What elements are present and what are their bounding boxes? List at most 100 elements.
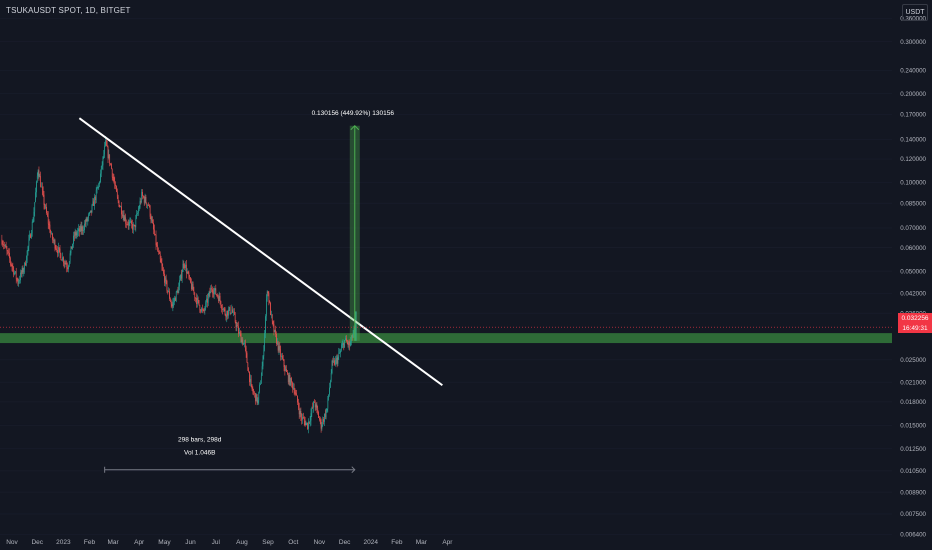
candle-body [100,173,101,183]
price-tick-label: 0.008900 [900,489,926,496]
candle-body [276,333,277,344]
candle-body [25,262,26,266]
time-tick-label: Sep [262,539,274,546]
candle-body [141,191,143,202]
candle-body [85,218,87,224]
candle-body [337,356,339,364]
candle-body [41,186,43,191]
price-axis: 0.360000 0.300000 0.240000 0.200000 0.170000… [900,16,926,539]
candle-body [196,298,197,305]
measure-vertical-label: 0.130156 (449.92%) 130156 [312,110,395,117]
candle-body [117,196,119,201]
candle-body [303,417,304,419]
candle-body [219,295,221,302]
candle-body [63,262,65,264]
candle-body [165,277,167,281]
candle-body [327,398,329,409]
candle-body [207,295,209,303]
candle-body [251,384,253,390]
candle-body [55,248,57,250]
candle-body [49,224,51,233]
candle-body [212,292,214,295]
candle-body [103,154,105,157]
candle-body [210,288,212,294]
price-tick-label: 0.015000 [900,422,926,429]
candle-body [131,221,132,224]
candle-body [38,170,40,178]
candle-body [199,305,201,311]
measure-horizontal-ends [104,466,356,474]
candle-body [255,394,257,402]
price-tick-label: 0.050000 [900,268,926,275]
candle-body [308,421,310,423]
candle-body [115,184,116,187]
candle-body [116,191,118,197]
candle-body [170,301,172,305]
candle-body [339,352,340,354]
candle-body [100,165,102,174]
candle-body [200,310,202,312]
candle-body [42,190,44,195]
candle-body [265,316,266,334]
candle-body [291,378,292,383]
candle-body [271,314,272,316]
candle-body [280,348,282,357]
candle-body [27,246,29,251]
candle-body [212,289,213,293]
candle-body [151,219,153,221]
candle-body [15,271,17,279]
candle-body [34,202,36,212]
candle-body [54,240,56,249]
candle-body [185,264,186,268]
candle-body [129,221,131,223]
time-tick-label: Dec [339,539,351,546]
candle-body [298,407,300,415]
candle-body [350,341,351,346]
candle-body [126,223,127,225]
candle-body [322,419,324,426]
time-tick-label: Oct [288,539,298,546]
candle-body [332,360,334,362]
candle-body [73,235,74,244]
candle-body [297,402,299,408]
candle-body [135,218,137,228]
candle-body [289,374,291,386]
candle-body [97,186,99,189]
candle-body [94,196,95,206]
candle-body [63,257,64,263]
candle-body [37,170,39,176]
candle-body [209,291,211,294]
time-tick-label: Feb [391,539,403,546]
candle-body [48,223,50,225]
candle-body [26,250,28,261]
candle-body [5,245,7,249]
candle-body [20,272,22,274]
candle-body [31,233,32,238]
candle-body [333,360,335,362]
candle-body [232,309,234,313]
candle-body [211,288,212,290]
candle-body [29,234,31,240]
candle-body [160,259,162,264]
candle-body [223,308,224,310]
candle-body [237,325,239,327]
price-tick-label: 0.012500 [900,446,926,453]
candle-body [266,291,268,300]
currency-button[interactable]: USDT [902,4,928,21]
candle-body [258,391,260,401]
time-tick-label: Apr [442,539,453,546]
candle-body [153,229,155,235]
candle-body [284,366,286,371]
candle-body [93,201,95,206]
candle-body [30,234,31,238]
candle-body [220,301,222,307]
candle-body [144,196,146,203]
candle-body [309,420,311,423]
candle-body [276,341,278,344]
candle-body [157,245,159,251]
candle-body [290,378,292,386]
candle-body [46,206,47,214]
time-tick-label: Aug [236,539,248,546]
candle-body [351,335,353,338]
